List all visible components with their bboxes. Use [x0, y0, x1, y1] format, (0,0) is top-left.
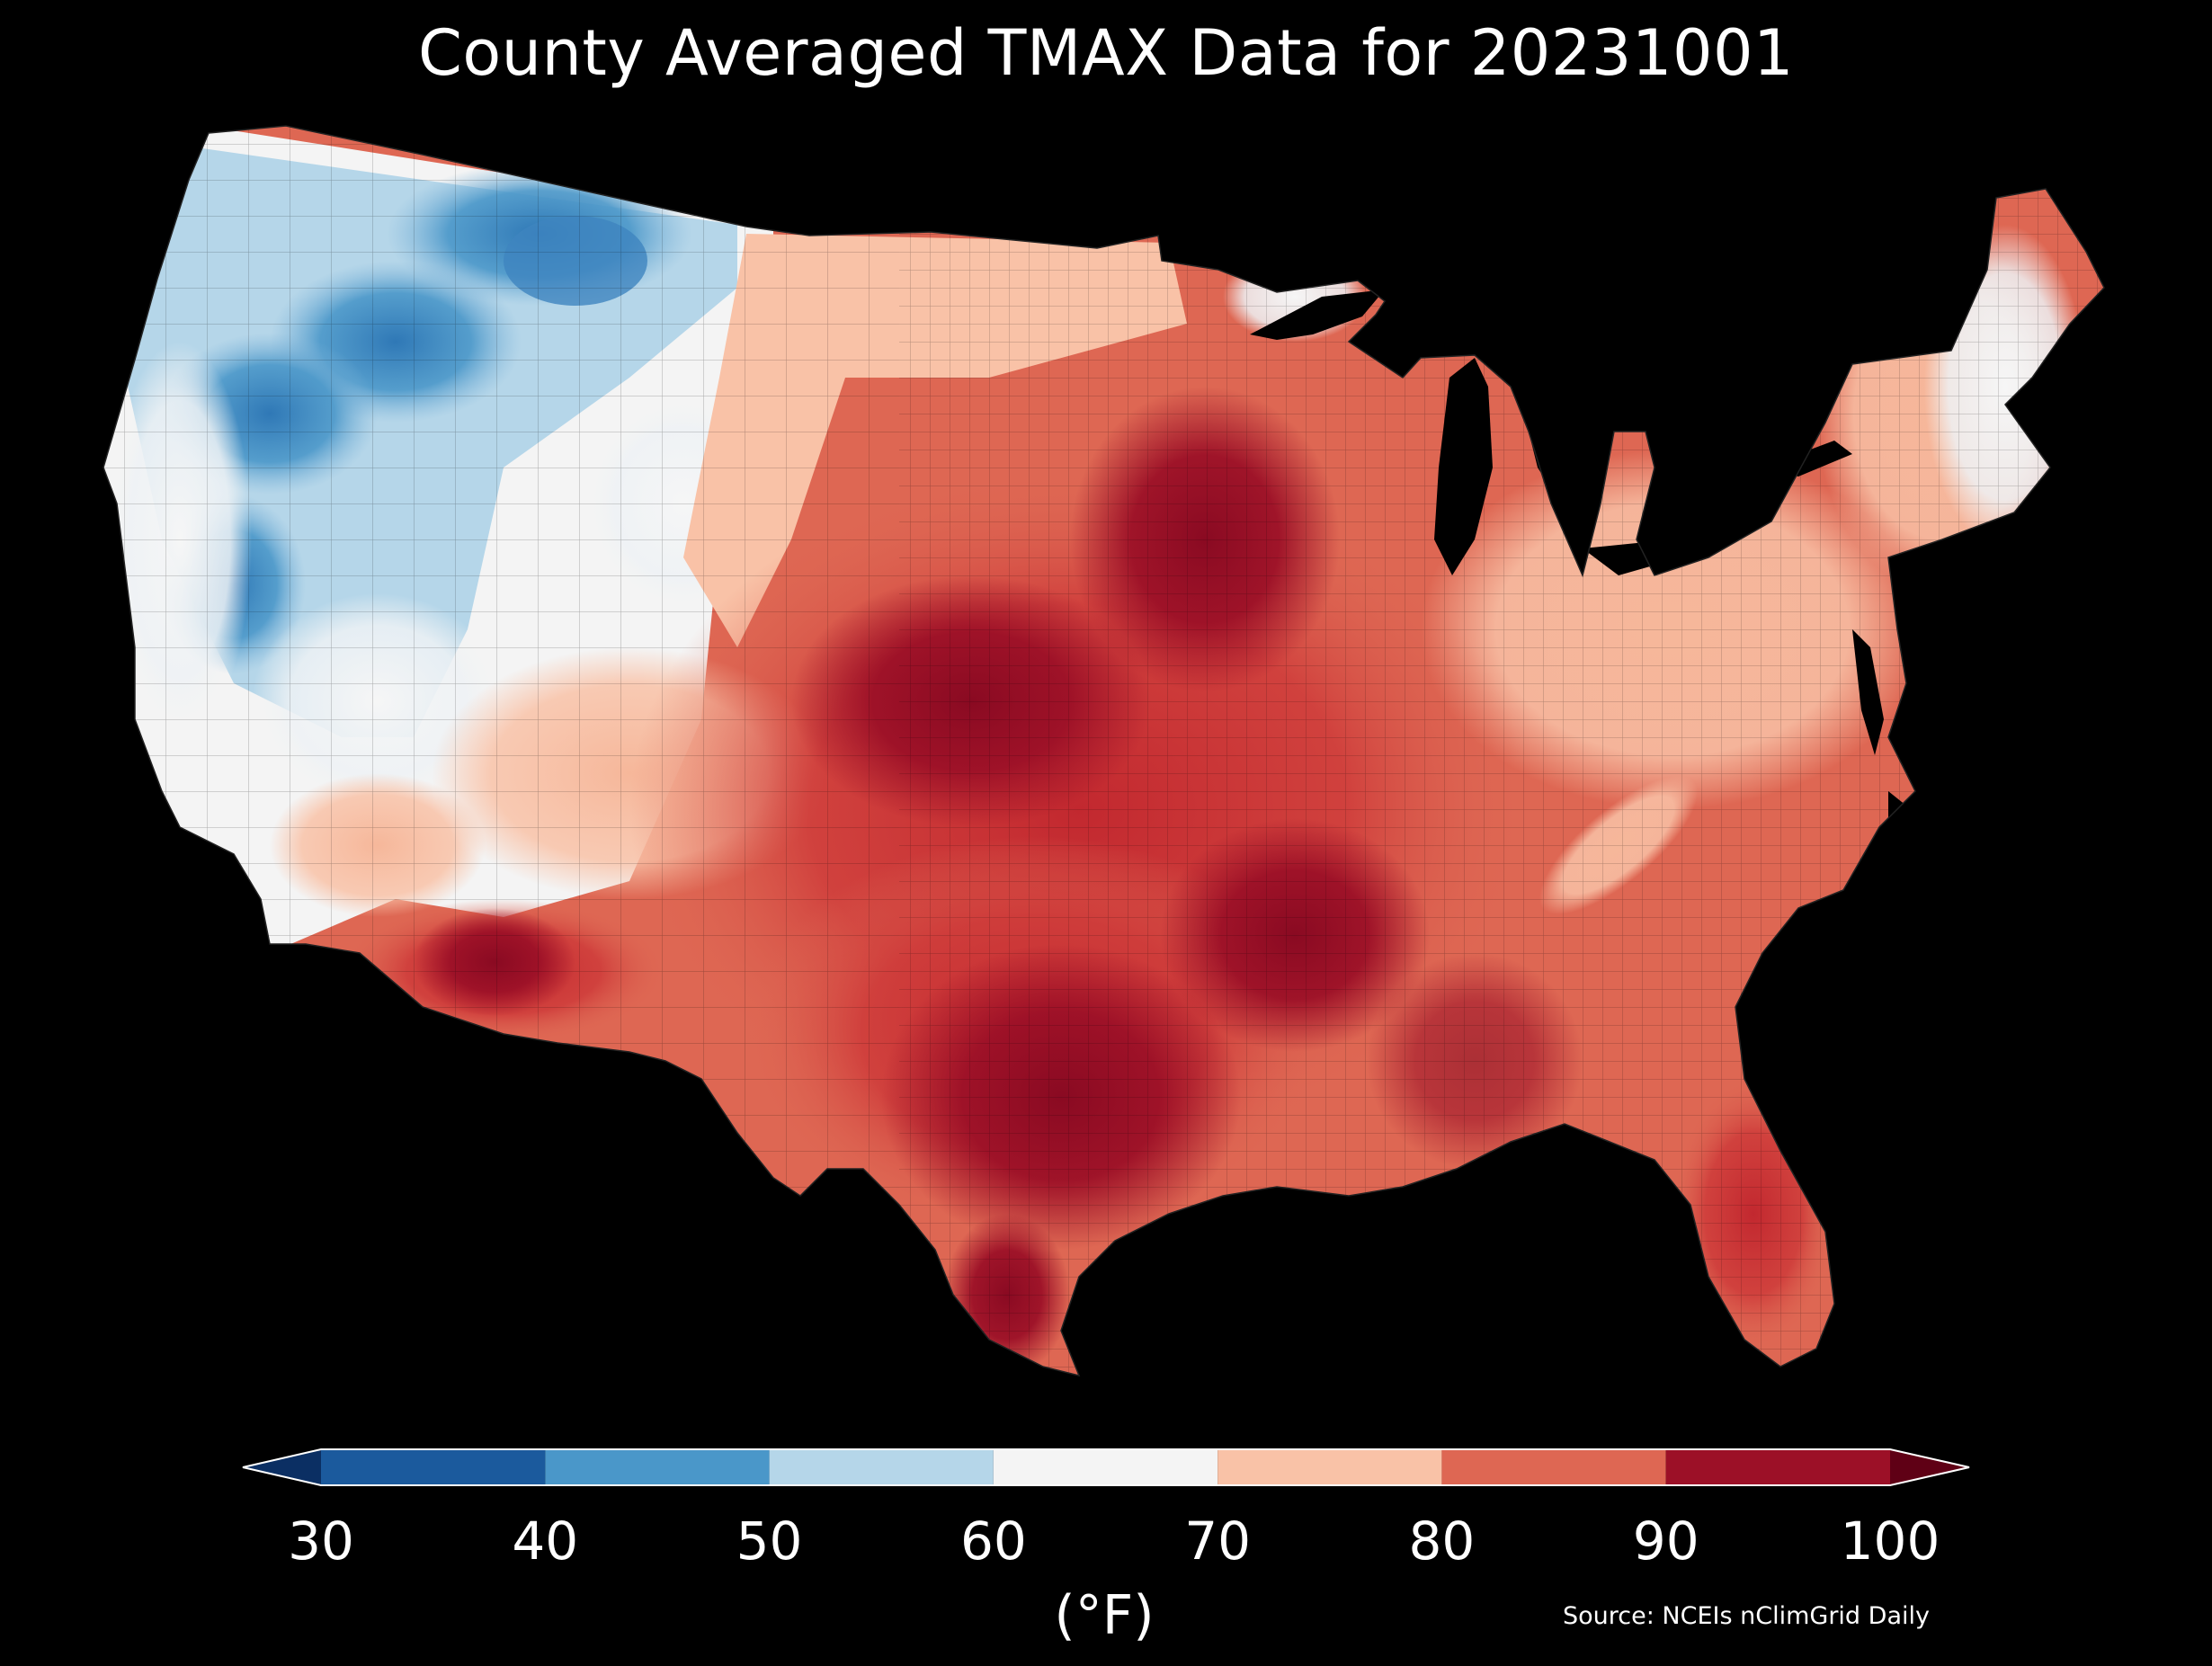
- great-lakes: [1250, 290, 1852, 575]
- colorbar-tick-label: 70: [1184, 1510, 1252, 1572]
- colorbar-bin-40-50: [545, 1449, 770, 1485]
- colorbar-over-extension: [1890, 1449, 1969, 1485]
- colorbar-tick-label: 80: [1408, 1510, 1476, 1572]
- page-title: County Averaged TMAX Data for 20231001: [417, 16, 1795, 90]
- colorbar-tick-label: 50: [736, 1510, 803, 1572]
- colorbar-outline: [242, 1448, 1970, 1486]
- colorbar-units-label: (°F): [1054, 1584, 1155, 1647]
- colorbar-tick-label: 30: [288, 1510, 354, 1572]
- colorbar-tick-label: 40: [512, 1510, 579, 1572]
- colorbar-bin-50-60: [769, 1449, 994, 1485]
- colorbar-under-extension: [243, 1449, 321, 1485]
- colorbar-bin-70-80: [1217, 1449, 1442, 1485]
- colorbar-bin-30-40: [321, 1449, 546, 1485]
- coastal-water: [1852, 629, 1911, 845]
- us-outline: [103, 125, 2105, 1377]
- colorbar-tick-label: 100: [1840, 1510, 1940, 1572]
- colorbar-tick-label: 90: [1632, 1510, 1699, 1572]
- colorbar-tick-label: 60: [959, 1510, 1027, 1572]
- colorbar-bin-80-90: [1441, 1449, 1666, 1485]
- colorbar-bin-60-70: [993, 1449, 1218, 1485]
- colorbar-bin-90-100: [1665, 1449, 1890, 1485]
- source-label: Source: NCEIs nClimGrid Daily: [1563, 1602, 1930, 1630]
